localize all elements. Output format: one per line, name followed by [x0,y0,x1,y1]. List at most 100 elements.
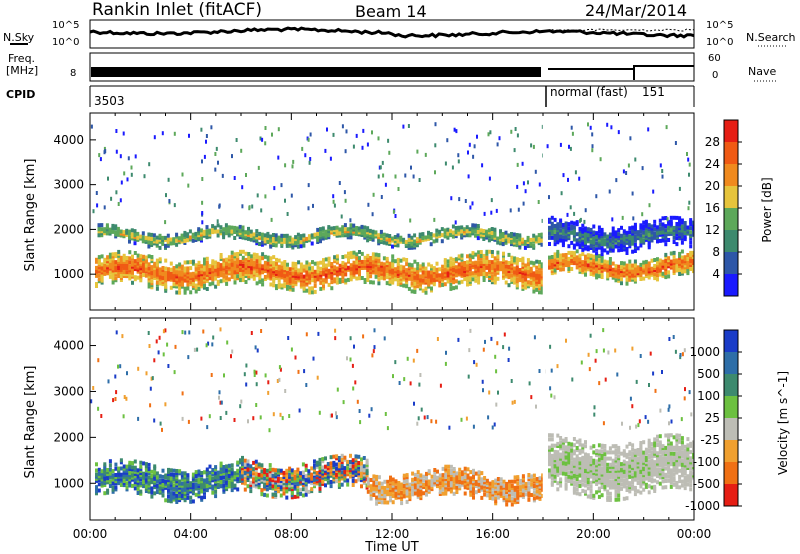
heat-cell [485,489,489,494]
heat-cell [186,276,190,281]
heat-cell [200,485,204,490]
heat-cell [119,229,123,234]
heat-cell [167,482,170,487]
heat-cell [515,239,519,244]
heat-cell [391,500,395,505]
heat-cell [252,272,256,277]
heat-cell [200,230,203,235]
heat-cell [474,229,477,234]
heat-cell [294,266,298,271]
heat-cell [504,234,508,239]
heat-cell [169,478,173,483]
heat-cell [230,229,234,234]
heat-cell [114,224,118,229]
heat-cell [458,467,462,472]
heat-cell [106,472,110,477]
heat-cell [183,485,187,490]
heat-cell [410,273,414,278]
heat-cell [216,219,219,224]
heat-cell [608,248,612,253]
heat-cell [530,484,534,489]
heat-cell [617,264,621,269]
heat-cell [564,221,568,226]
heat-cell [236,468,240,473]
heat-cell [337,482,341,487]
heat-cell [608,261,612,265]
heat-cell [316,265,320,270]
heat-cell [225,269,229,274]
heat-cell [661,169,664,173]
heat-cell [274,476,278,481]
heat-cell [496,487,500,492]
heat-cell [274,493,278,497]
heat-cell [337,456,341,460]
heat-cell [675,226,679,230]
heat-cell [114,260,118,265]
heat-cell [239,466,242,471]
heat-cell [133,241,137,246]
heat-cell [183,266,187,271]
heat-cell [472,477,475,482]
heat-cell [205,486,209,491]
heat-cell [603,238,607,243]
heat-cell [354,479,358,484]
heat-cell [430,264,433,269]
heat-cell [366,268,370,272]
heat-cell [241,274,245,278]
heat-cell [377,239,381,244]
heat-cell [564,233,568,238]
heat-cell [250,274,254,279]
heat-cell [644,219,648,224]
heat-cell [561,253,565,258]
heat-cell [472,468,475,473]
heat-cell [375,474,379,479]
heat-cell [321,465,325,470]
heat-cell [175,483,179,488]
heat-cell [103,466,107,471]
heat-cell [291,164,294,169]
heat-cell [535,259,539,264]
heat-cell [326,462,330,466]
heat-cell [106,476,110,481]
heat-cell [263,275,267,279]
heat-cell [255,253,259,258]
heat-cell [178,471,182,476]
heat-cell [285,479,289,484]
heat-cell [272,279,276,284]
heat-cell [230,484,234,488]
heat-cell [469,488,473,493]
heat-cell [216,279,220,284]
heat-cell [285,468,289,473]
heat-cell [321,473,325,478]
heat-cell [236,460,240,465]
heat-cell [178,483,182,488]
heat-cell [208,464,212,469]
heat-cell [407,286,411,291]
heat-cell [592,270,596,275]
heat-cell [230,225,234,230]
heat-cell [301,481,305,485]
heat-cell [277,237,281,242]
heat-cell [444,479,448,484]
heat-cell [678,251,682,256]
heat-cell [440,239,444,244]
heat-cell [530,143,533,148]
heat-cell [572,227,576,232]
heat-cell [260,463,264,468]
heat-cell [175,493,179,498]
heat-cell [282,470,286,475]
heat-cell [201,159,203,164]
heat-cell [508,484,511,488]
heat-cell [592,224,596,229]
heat-cell [172,479,176,484]
heat-cell [236,274,240,279]
heat-cell [457,159,460,164]
heat-cell [435,238,439,243]
heat-cell [469,478,473,483]
heat-cell [628,277,632,282]
heat-cell [633,243,637,247]
heat-cell [136,484,140,489]
heat-cell [261,252,265,257]
heat-cell [355,276,359,281]
heat-cell [92,209,95,214]
